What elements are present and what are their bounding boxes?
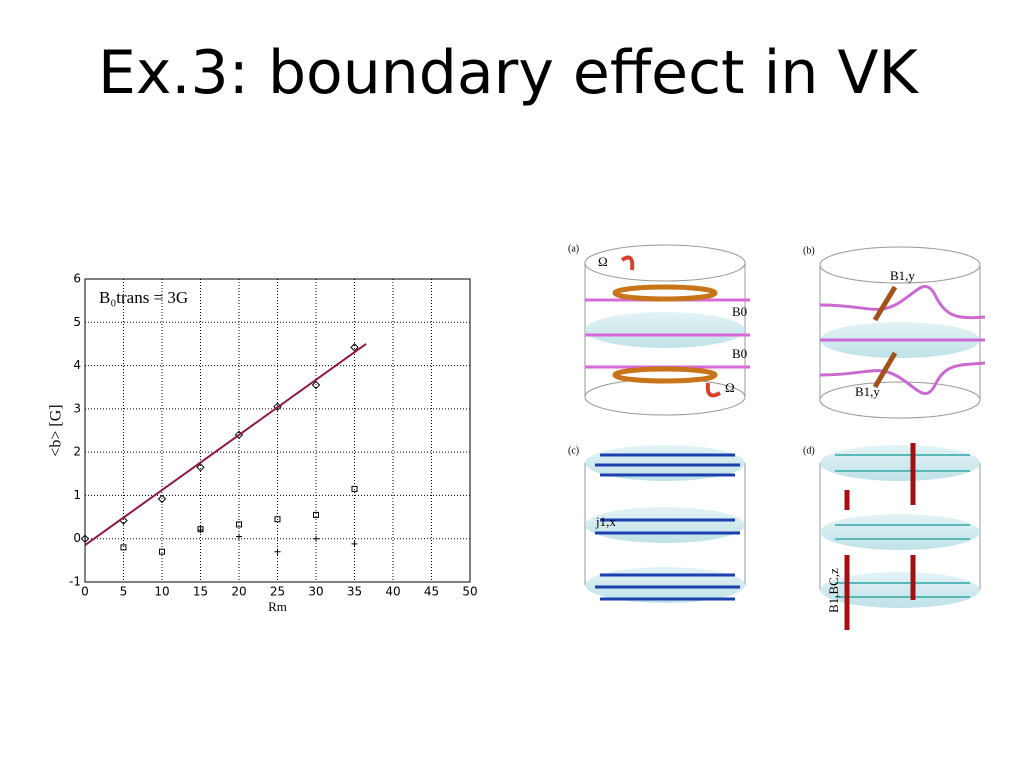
point [351, 485, 358, 492]
diagram-label: B1,y [855, 384, 880, 399]
x-tick-label: 40 [385, 585, 400, 599]
slide-title: Ex.3: boundary effect in VK [98, 38, 918, 108]
point [350, 343, 359, 352]
y-tick-label: 5 [73, 315, 81, 329]
panel-label: (b) [803, 245, 815, 256]
y-tick-label: 2 [73, 445, 81, 459]
x-tick-label: 25 [270, 585, 285, 599]
point [120, 544, 127, 551]
point [313, 535, 319, 542]
diagram-label: Ω [598, 254, 608, 269]
point [313, 511, 319, 518]
x-tick-label: 20 [231, 585, 246, 599]
point [236, 521, 242, 528]
diagram-label: B0 [732, 304, 747, 319]
y-tick-label: 3 [73, 401, 81, 415]
point [196, 463, 205, 472]
panel-d: B1,BC,z (d) [803, 443, 981, 630]
diagram-label: Ω [725, 380, 735, 395]
panel-label: (c) [568, 445, 579, 456]
panel-label: (d) [803, 445, 815, 456]
y-tick-label: 1 [73, 488, 81, 502]
fit-line [84, 343, 367, 547]
x-tick-label: 15 [193, 585, 208, 599]
point [274, 516, 281, 523]
diagram: (a) Ω B0 B0 Ω (b) B1,y B1,y j1,x (c) [568, 243, 986, 630]
diagram-label: j1,x [595, 514, 616, 529]
x-tick-label: 10 [154, 585, 169, 599]
panel-c: j1,x (c) [568, 445, 746, 603]
point [311, 380, 321, 390]
x-axis-label: Rm [268, 599, 287, 614]
x-tick-label: 50 [462, 585, 477, 599]
point [351, 540, 358, 547]
panel-a: (a) Ω B0 B0 Ω [568, 243, 750, 416]
point [157, 494, 167, 504]
x-tick-label: 0 [81, 585, 89, 599]
point [159, 548, 165, 555]
y-tick-label: 6 [73, 272, 81, 286]
panel-label: (a) [568, 243, 579, 254]
x-tick-label: 45 [424, 585, 439, 599]
point [274, 548, 281, 555]
annotation: B₀trans = 3G [99, 288, 188, 307]
point [236, 533, 242, 540]
y-tick-label: 0 [73, 531, 81, 545]
x-tick-label: 35 [347, 585, 362, 599]
point [197, 527, 204, 534]
diagram-label: B1,y [890, 268, 915, 283]
diagram-label: B1,BC,z [826, 568, 841, 613]
y-tick-label: -1 [69, 575, 81, 589]
diagram-label: B0 [732, 346, 747, 361]
point [80, 534, 90, 543]
y-axis-label: <b> [G] [48, 404, 65, 456]
x-tick-label: 30 [308, 585, 323, 599]
x-tick-label: 5 [120, 585, 128, 599]
panel-b: (b) B1,y B1,y [803, 245, 986, 419]
y-tick-label: 4 [73, 358, 81, 372]
